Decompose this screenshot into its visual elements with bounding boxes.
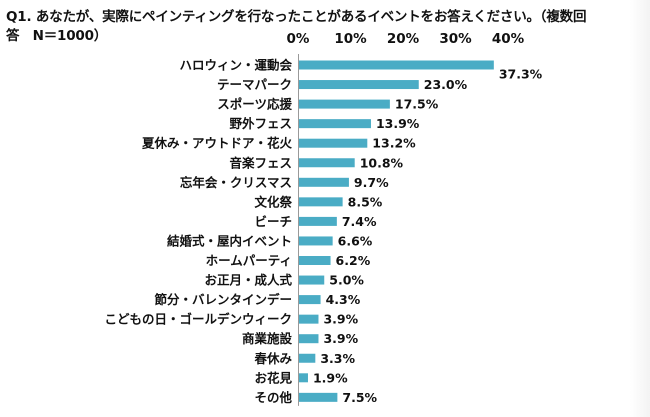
category-label: 春休み <box>253 351 292 366</box>
bar <box>299 275 325 285</box>
category-label: 音楽フェス <box>229 155 292 170</box>
bar <box>299 373 308 383</box>
bar <box>299 334 319 344</box>
category-label: 節分・バレンタインデー <box>154 292 292 307</box>
x-tick-label: 10% <box>334 31 367 47</box>
category-label: ホームパーティ <box>206 253 292 268</box>
data-label: 1.9% <box>313 370 348 385</box>
data-label: 37.3% <box>499 67 543 82</box>
chart-title-line-1: Q1. あなたが、実際にペインティングを行なったことがあるイベントをお答えくださ… <box>6 9 587 25</box>
category-label: ハロウィン・運動会 <box>179 58 292 73</box>
bar <box>299 236 333 246</box>
data-label: 3.3% <box>320 351 355 366</box>
category-label: 文化祭 <box>254 194 292 209</box>
bar <box>299 119 371 129</box>
x-tick-label: 0% <box>287 31 310 47</box>
data-label: 8.5% <box>348 194 383 209</box>
bar <box>299 60 494 70</box>
bar <box>299 99 390 109</box>
data-label: 17.5% <box>395 97 439 112</box>
page-edge-shadow <box>630 0 650 417</box>
data-label: 4.3% <box>326 292 361 307</box>
bar <box>299 158 355 168</box>
category-label: テーマパーク <box>217 77 292 92</box>
data-label: 6.6% <box>338 233 373 248</box>
category-label: こどもの日・ゴールデンウィーク <box>104 312 292 327</box>
category-label: お花見 <box>254 370 292 385</box>
x-tick-label: 40% <box>492 31 525 47</box>
bar <box>299 295 321 305</box>
category-label: 忘年会・クリスマス <box>180 175 292 190</box>
data-label: 23.0% <box>424 77 468 92</box>
category-label: お正月・成人式 <box>204 273 292 288</box>
bar <box>299 256 331 265</box>
data-label: 7.5% <box>342 390 377 405</box>
bar <box>299 177 349 187</box>
x-tick-label: 20% <box>387 31 420 47</box>
data-label: 5.0% <box>329 273 364 288</box>
bar <box>299 197 343 207</box>
category-label: 結婚式・屋内イベント <box>167 233 292 248</box>
bar <box>299 314 319 324</box>
bar <box>299 392 338 402</box>
category-label: ビーチ <box>254 214 292 229</box>
bar <box>299 80 419 90</box>
category-label: 野外フェス <box>229 116 292 131</box>
data-label: 3.9% <box>323 312 358 327</box>
chart-title-line-2: 答 N＝1000） <box>6 28 108 44</box>
bar <box>299 138 368 148</box>
data-label: 13.9% <box>376 116 420 131</box>
category-label: 商業施設 <box>242 331 293 346</box>
bar <box>299 216 337 226</box>
x-tick-label: 30% <box>439 31 472 47</box>
data-label: 6.2% <box>336 253 371 268</box>
data-label: 10.8% <box>360 155 404 170</box>
category-label: スポーツ応援 <box>217 97 292 112</box>
data-label: 9.7% <box>354 175 389 190</box>
data-label: 13.2% <box>372 136 416 151</box>
data-label: 3.9% <box>323 331 358 346</box>
bar <box>299 353 316 363</box>
data-label: 7.4% <box>342 214 377 229</box>
category-label: その他 <box>254 390 292 405</box>
category-label: 夏休み・アウトドア・花火 <box>141 136 293 151</box>
